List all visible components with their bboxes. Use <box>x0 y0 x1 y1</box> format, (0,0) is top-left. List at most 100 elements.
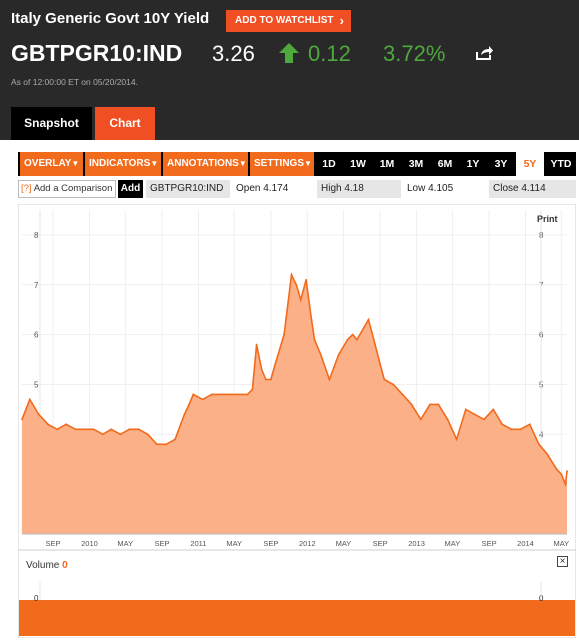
data-point <box>219 393 222 396</box>
data-point <box>546 453 549 456</box>
data-point <box>473 413 476 416</box>
data-point <box>156 443 158 446</box>
data-point <box>28 398 31 401</box>
x-tick-label: SEP <box>373 539 388 548</box>
volume-label: Volume 0 <box>26 560 68 571</box>
add-comparison-button[interactable]: Add <box>118 180 143 198</box>
range-5y[interactable]: 5Y <box>516 152 544 176</box>
y-tick-label-left: 5 <box>34 380 39 389</box>
settings-menu-label: SETTINGS <box>254 158 305 169</box>
chevron-right-icon: › <box>339 13 344 28</box>
overlay-menu-label: OVERLAY <box>24 158 72 169</box>
quote-header: Italy Generic Govt 10Y Yield ADD TO WATC… <box>0 0 579 140</box>
range-ytd[interactable]: YTD <box>550 158 572 170</box>
data-point <box>501 423 504 426</box>
data-point <box>538 443 540 446</box>
data-point <box>101 433 104 436</box>
x-tick-label: SEP <box>46 539 61 548</box>
help-icon[interactable]: [?] <box>21 183 32 194</box>
as-of-timestamp: As of 12:00:00 ET on 05/20/2014. <box>11 77 138 87</box>
range-6m[interactable]: 6M <box>437 158 453 170</box>
data-point <box>47 423 49 426</box>
data-point <box>492 408 495 411</box>
y-tick-label-left: 7 <box>34 281 39 290</box>
x-tick-label: MAY <box>117 539 133 548</box>
tab-snapshot[interactable]: Snapshot <box>11 107 92 140</box>
chart-canvas[interactable]: 334455667788SEP2010MAYSEP2011MAYSEP2012M… <box>18 204 576 638</box>
annotations-menu[interactable]: ANNOTATIONS▼ <box>163 152 248 176</box>
x-tick-label: MAY <box>336 539 352 548</box>
annotations-menu-label: ANNOTATIONS <box>167 158 239 169</box>
y-tick-label-left: 8 <box>34 231 39 240</box>
range-1d[interactable]: 1D <box>322 158 336 170</box>
last-price: 3.26 <box>212 41 255 66</box>
data-point <box>264 378 267 381</box>
tab-chart[interactable]: Chart <box>95 107 155 140</box>
caret-down-icon: ▼ <box>71 159 80 168</box>
data-point <box>74 428 77 431</box>
close-volume-panel-button[interactable]: × <box>557 556 568 567</box>
range-1m[interactable]: 1M <box>379 158 395 170</box>
data-point <box>419 418 422 421</box>
data-point <box>528 423 531 426</box>
quote-open: Open 4.174 <box>236 183 289 194</box>
data-point <box>410 403 413 406</box>
data-point <box>228 393 231 396</box>
data-point <box>183 413 186 416</box>
add-to-watchlist-button[interactable]: ADD TO WATCHLIST › <box>226 10 351 32</box>
data-point <box>290 273 293 276</box>
settings-menu[interactable]: SETTINGS▼ <box>250 152 314 176</box>
x-tick-label: 2011 <box>190 539 206 548</box>
up-arrow-icon <box>279 43 299 63</box>
data-point <box>379 363 382 366</box>
indicators-menu[interactable]: INDICATORS▼ <box>85 152 161 176</box>
range-3y[interactable]: 3Y <box>494 158 508 170</box>
data-point <box>351 333 354 336</box>
data-point <box>374 343 376 346</box>
caret-down-icon: ▼ <box>150 159 159 168</box>
price-chart[interactable]: 334455667788SEP2010MAYSEP2011MAYSEP2012M… <box>18 204 576 638</box>
print-button[interactable]: Print <box>537 214 558 224</box>
data-point <box>564 483 567 486</box>
data-point <box>383 378 386 381</box>
x-tick-label: 2010 <box>81 539 98 548</box>
data-point <box>210 393 213 396</box>
data-point <box>128 428 131 431</box>
data-point <box>446 418 449 421</box>
data-point <box>92 428 95 431</box>
data-point <box>251 388 254 391</box>
data-point <box>283 333 285 336</box>
price-change: 0.12 <box>308 41 351 66</box>
x-tick-label: 2012 <box>299 539 316 548</box>
data-point <box>119 433 122 436</box>
compare-placeholder: Add a Comparison <box>33 183 113 194</box>
share-icon[interactable] <box>475 45 493 61</box>
data-point <box>305 278 308 281</box>
yield-area <box>22 274 567 534</box>
data-point <box>260 368 263 371</box>
data-point <box>137 428 140 431</box>
quote-low: Low 4.105 <box>407 183 454 194</box>
data-point <box>328 378 331 381</box>
overlay-menu[interactable]: OVERLAY▼ <box>20 152 83 176</box>
x-tick-label: 2013 <box>408 539 425 548</box>
quote-close: Close 4.114 <box>489 180 576 198</box>
data-point <box>21 418 23 421</box>
data-point <box>455 438 458 441</box>
data-point <box>56 428 59 431</box>
range-1w[interactable]: 1W <box>350 158 366 170</box>
compare-input[interactable]: [?] Add a Comparison <box>18 180 116 198</box>
quote-high: High 4.18 <box>317 180 401 198</box>
range-1y[interactable]: 1Y <box>466 158 480 170</box>
data-point <box>146 433 149 436</box>
data-point <box>566 470 568 473</box>
chart-toolbar: OVERLAY▼ INDICATORS▼ ANNOTATIONS▼ SETTIN… <box>18 152 576 176</box>
price-change-percent: 3.72% <box>383 41 446 66</box>
x-tick-label: MAY <box>445 539 461 548</box>
volume-value: 0 <box>62 560 68 571</box>
data-point <box>313 338 316 341</box>
data-point <box>201 398 204 401</box>
x-tick-label: MAY <box>226 539 242 548</box>
volume-bars <box>19 600 575 636</box>
range-3m[interactable]: 3M <box>408 158 424 170</box>
